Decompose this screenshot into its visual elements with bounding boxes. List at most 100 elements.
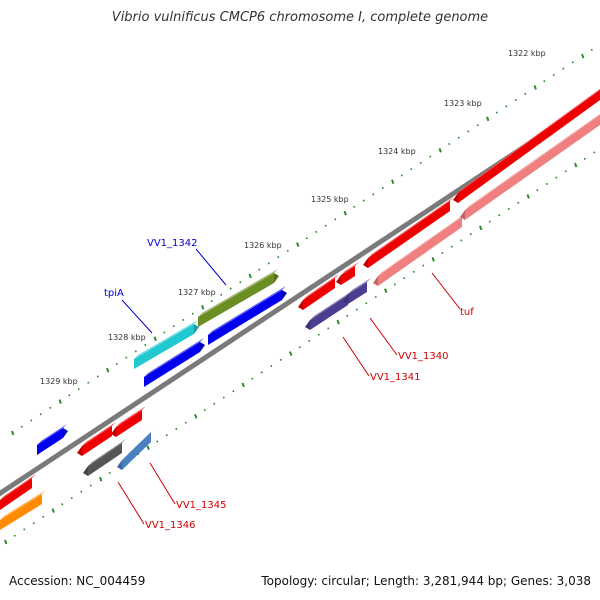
minor-tick (346, 314, 349, 317)
minor-tick (536, 189, 539, 192)
gene-feature[interactable] (336, 262, 359, 285)
minor-tick (476, 124, 479, 127)
minor-tick (327, 327, 330, 330)
minor-tick (61, 503, 64, 506)
major-tick (526, 194, 530, 199)
chromosome-backbone (0, 93, 600, 497)
minor-tick (239, 281, 242, 284)
genome-summary-text: Topology: circular; Length: 3,281,944 bp… (261, 574, 591, 588)
minor-tick (279, 358, 282, 361)
minor-tick (355, 308, 358, 311)
major-tick (248, 273, 252, 279)
gene-feature[interactable] (0, 474, 36, 510)
gene-label[interactable]: tpiA (104, 288, 124, 299)
minor-tick (203, 409, 206, 412)
minor-tick (39, 413, 42, 416)
minor-tick (298, 346, 301, 349)
gene-feature[interactable] (111, 406, 146, 437)
minor-tick (441, 251, 444, 255)
minor-tick (30, 419, 33, 422)
minor-tick (495, 111, 498, 114)
gene-label[interactable]: VV1_1346 (145, 520, 196, 531)
major-tick (106, 367, 110, 373)
minor-tick (381, 186, 384, 190)
gene-label-leader (121, 299, 153, 334)
gene-feature[interactable] (305, 291, 352, 330)
gene-feature[interactable] (363, 197, 454, 268)
gene-feature[interactable] (77, 422, 116, 456)
major-tick (336, 319, 340, 325)
gene-feature[interactable] (453, 86, 600, 203)
minor-tick (555, 176, 558, 179)
minor-tick (448, 142, 451, 146)
major-tick (574, 162, 578, 168)
minor-tick (571, 61, 574, 64)
major-tick (153, 336, 157, 342)
minor-tick (222, 396, 225, 399)
gene-feature[interactable] (134, 320, 199, 369)
gene-label-leader (149, 462, 176, 505)
gene-label[interactable]: tuf (460, 307, 474, 318)
minor-tick (524, 92, 527, 95)
minor-tick (267, 262, 270, 265)
minor-tick (49, 406, 52, 409)
minor-tick (305, 237, 308, 240)
major-tick (431, 256, 435, 262)
gene-feature[interactable] (343, 278, 371, 304)
major-tick (99, 476, 103, 482)
gene-label[interactable]: VV1_1341 (370, 372, 421, 383)
minor-tick (410, 168, 413, 171)
kbp-label: 1324 kbp (378, 147, 416, 156)
minor-tick (317, 333, 320, 336)
gene-label-leader (195, 248, 227, 286)
major-tick (11, 430, 15, 436)
minor-tick (286, 249, 289, 252)
gene-feature[interactable] (37, 424, 68, 455)
kbp-label: 1327 kbp (178, 288, 216, 297)
minor-tick (156, 440, 159, 443)
gene-feature[interactable] (208, 286, 287, 345)
gene-feature[interactable] (198, 269, 279, 327)
major-tick (58, 399, 62, 404)
kbp-label: 1325 kbp (311, 195, 349, 204)
minor-tick (270, 365, 273, 368)
gene-feature[interactable] (117, 428, 155, 470)
minor-tick (593, 151, 596, 154)
minor-tick (108, 471, 111, 474)
minor-tick (308, 339, 311, 343)
major-tick (4, 539, 8, 545)
minor-tick (400, 174, 403, 177)
gene-label[interactable]: VV1_1342 (147, 238, 198, 249)
inner-tick-marks (4, 151, 596, 545)
minor-tick (488, 220, 491, 223)
gene-label[interactable]: VV1_1340 (398, 351, 449, 362)
minor-tick (172, 325, 175, 328)
minor-tick (422, 264, 425, 267)
minor-tick (23, 528, 26, 531)
gene-feature[interactable] (83, 439, 126, 476)
major-tick (343, 210, 347, 216)
minor-tick (372, 193, 375, 196)
minor-tick (42, 515, 45, 518)
minor-tick (191, 312, 194, 315)
minor-tick (144, 343, 147, 347)
kbp-label: 1322 kbp (508, 49, 546, 58)
minor-tick (87, 381, 90, 384)
minor-tick (498, 214, 501, 217)
major-tick (384, 288, 388, 294)
gene-feature[interactable] (460, 111, 600, 220)
gene-feature[interactable] (144, 338, 205, 387)
minor-tick (403, 277, 406, 280)
gene-feature[interactable] (298, 274, 339, 310)
minor-tick (583, 157, 586, 160)
minor-tick (165, 434, 168, 437)
minor-tick (96, 375, 99, 378)
gene-label-leader (369, 317, 398, 356)
major-tick (438, 147, 442, 153)
gene-feature[interactable] (373, 213, 466, 286)
minor-tick (163, 331, 166, 334)
gene-feature[interactable] (0, 490, 46, 530)
minor-tick (460, 239, 463, 242)
gene-label[interactable]: VV1_1345 (176, 500, 227, 511)
